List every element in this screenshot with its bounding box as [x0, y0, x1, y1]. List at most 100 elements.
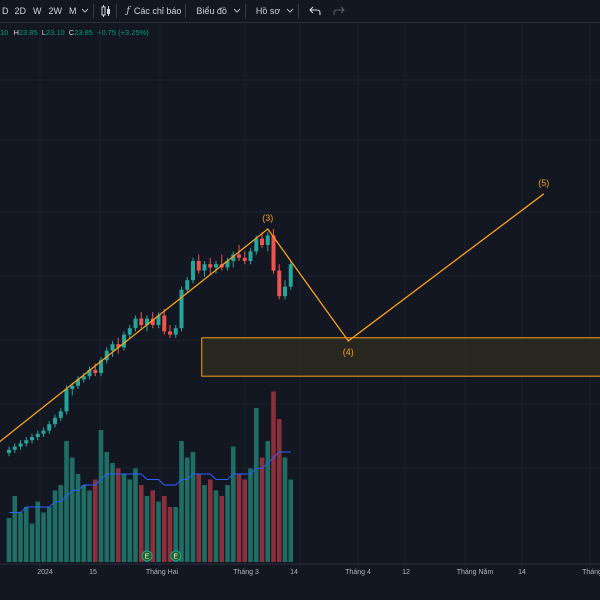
candle-body [283, 286, 287, 297]
close-key: C [68, 28, 75, 37]
volume-bar [46, 507, 52, 562]
candle-body [87, 369, 92, 377]
earnings-badge-icon[interactable]: E [170, 550, 182, 562]
candle-body [260, 238, 264, 245]
volume-bar [121, 474, 127, 562]
volume-bar [196, 474, 202, 562]
volume-bar [259, 457, 265, 562]
volume-bar [35, 501, 41, 562]
volume-bar [236, 474, 242, 562]
indicators-icon: ƒ [126, 6, 130, 16]
volume-bar [87, 490, 92, 562]
volume-ma-line [9, 451, 291, 513]
volume-bar [167, 507, 173, 562]
volume-bar [271, 391, 276, 562]
candle-body [191, 261, 195, 281]
candle-body [64, 389, 69, 412]
x-axis-tick-label: Tháng Năm [457, 569, 494, 576]
candle-body [185, 280, 190, 290]
volume-bar [6, 518, 12, 562]
candle-body [265, 235, 270, 245]
profile-label: Hồ sơ [255, 6, 281, 16]
interval-m-button[interactable]: M [69, 6, 77, 16]
candle-body [254, 238, 259, 252]
indicators-button[interactable]: ƒ Các chỉ báo [127, 0, 182, 22]
volume-bar [58, 485, 64, 562]
price-chart[interactable]: (3) (4) (5) E E 2024 15 Tháng Hai Tháng 3 14 Tháng… [0, 23, 600, 600]
volume-bar [41, 512, 46, 562]
wave-label: (5) [538, 178, 549, 188]
volume-bar [133, 468, 138, 562]
candle-body [122, 334, 126, 348]
undo-icon[interactable] [309, 0, 321, 22]
volume-bar [12, 496, 18, 562]
volume-bar [104, 452, 110, 562]
interval-2d-button[interactable]: 2D [14, 6, 27, 16]
volume-bar [207, 479, 213, 562]
interval-w-button[interactable]: W [33, 6, 42, 16]
volume-bar [276, 419, 282, 562]
profile-button[interactable]: Hồ sơ [256, 0, 294, 22]
x-axis-tick-label: Tháng Hai [146, 569, 179, 576]
volume-bar [213, 490, 219, 562]
candle-body [237, 254, 241, 258]
chart-type-button[interactable]: Biểu đồ [196, 0, 241, 22]
earnings-badge-circle [141, 550, 153, 562]
volume-bar [110, 463, 115, 562]
candle-body [30, 437, 34, 441]
interval-2w-button[interactable]: 2W [48, 6, 63, 16]
x-axis-tick-label: 14 [518, 569, 526, 576]
candle-body [127, 328, 132, 335]
candle-body [58, 411, 63, 418]
x-axis-tick-label: 14 [290, 569, 298, 576]
volume-bar [219, 496, 225, 562]
volume-bar [98, 430, 104, 562]
volume-bar [127, 479, 133, 562]
candle-body [179, 289, 184, 329]
x-axis-tick-label: Tháng [582, 569, 600, 576]
wave-label: (4) [343, 347, 354, 357]
candle-body [231, 254, 236, 261]
volume-bar [230, 446, 236, 562]
volume-bar [288, 479, 294, 562]
volume-bar [161, 496, 167, 562]
x-axis-tick-label: 15 [89, 569, 97, 576]
volume-bar [265, 441, 271, 562]
candle-body [110, 344, 115, 351]
candle-body [173, 328, 178, 335]
low-key: L [41, 28, 46, 37]
volume-bar [225, 485, 230, 562]
candle-body [81, 376, 86, 380]
x-axis-tick-label: Tháng 3 [233, 569, 259, 576]
candle-body [76, 379, 80, 386]
volume-bar [173, 507, 179, 562]
candle-body [7, 449, 11, 453]
candle-body [208, 264, 213, 268]
volume-bar [242, 479, 248, 562]
candle-body [288, 264, 293, 287]
candle-body [93, 369, 98, 373]
redo-icon[interactable] [333, 0, 346, 22]
toolbar-divider [92, 4, 94, 18]
candle-body [70, 385, 75, 389]
interval-dropdown-chevron-icon[interactable] [81, 0, 89, 22]
x-axis-tick-label: 12 [402, 569, 410, 576]
earnings-badge-icon[interactable]: E [141, 550, 153, 562]
volume-bar [248, 468, 253, 562]
volume-bar [29, 523, 35, 562]
earnings-badge-circle [170, 550, 182, 562]
interval-d-button[interactable]: D [2, 6, 9, 16]
earnings-badge-label: E [173, 554, 178, 561]
candle-body [214, 264, 218, 268]
candle-chart-type-icon[interactable] [100, 0, 112, 22]
ohlc-legend: 10 H23.85 L23.10 C23.85 +0.75 (+3.25%) [0, 28, 149, 37]
indicators-label: Các chỉ báo [133, 6, 182, 16]
close-value: 23.85 [74, 28, 93, 37]
volume-bar [190, 452, 196, 562]
volume-bar [156, 501, 161, 562]
volume-bar [18, 512, 23, 562]
candle-body [162, 315, 167, 332]
candle-body [53, 417, 57, 425]
candle-body [150, 318, 155, 325]
candle-body [168, 331, 172, 335]
